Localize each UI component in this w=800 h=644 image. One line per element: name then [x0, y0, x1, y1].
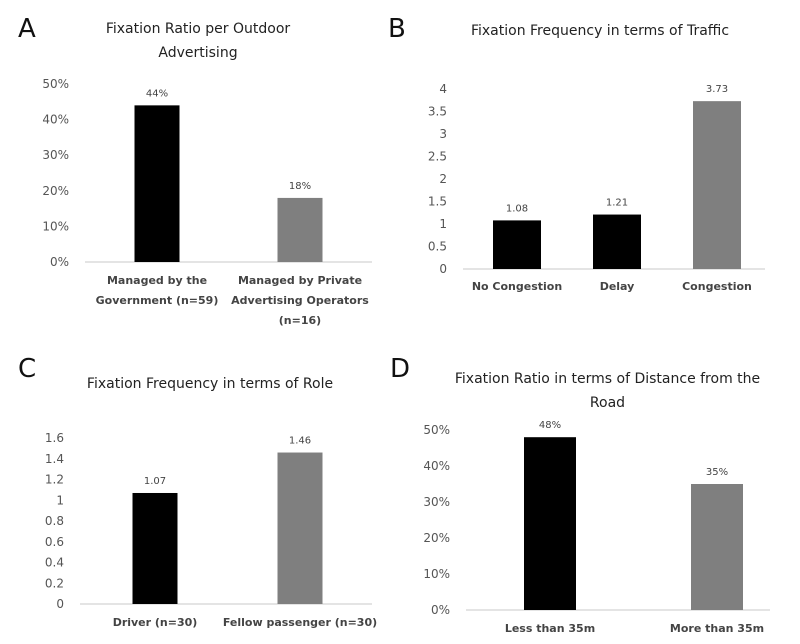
bar [693, 101, 741, 270]
panel-letter: B [388, 14, 406, 44]
y-tick-label: 0 [56, 597, 64, 611]
y-tick-label: 10% [423, 567, 450, 581]
panel-letter: A [18, 14, 36, 44]
data-label: 44% [146, 88, 168, 99]
chart-title: Fixation Frequency in terms of Traffic [470, 23, 730, 39]
y-tick-label: 30% [42, 148, 69, 162]
category-label-line: Government (n=59) [96, 294, 219, 307]
category-label: Less than 35m [505, 622, 595, 635]
category-label-line: Managed by Private [238, 274, 362, 287]
data-label: 35% [706, 467, 728, 478]
category-label-line: Delay [600, 280, 635, 293]
category-label-line: Congestion [682, 280, 752, 293]
panel-letter: D [390, 354, 411, 384]
category-label: More than 35m [670, 622, 764, 635]
category-label: Managed by Private Advertising Operators (… [231, 274, 369, 327]
data-label: 3.73 [706, 84, 728, 95]
y-tick-label: 50% [42, 77, 69, 91]
y-tick-label: 0% [431, 603, 450, 617]
y-tick-label: 0.6 [45, 535, 64, 549]
bar [593, 214, 641, 269]
y-tick-label: 0.4 [45, 556, 64, 570]
y-tick-label: 1 [439, 217, 447, 231]
category-label-line: Advertising Operators [231, 294, 369, 307]
y-tick-label: 10% [42, 219, 69, 233]
bar [277, 197, 323, 262]
y-tick-label: 0 [439, 262, 447, 276]
y-tick-label: 4 [439, 82, 447, 96]
category-label-line: Fellow passenger (n=30) [223, 616, 377, 629]
category-label: Fellow passenger (n=30) [223, 616, 377, 629]
data-label: 1.07 [144, 476, 166, 487]
y-tick-label: 20% [423, 531, 450, 545]
bar [277, 452, 323, 604]
category-label: Delay [600, 280, 635, 293]
y-tick-label: 3.5 [428, 105, 447, 119]
data-label: 1.46 [289, 436, 311, 447]
bar [132, 492, 178, 604]
y-tick-label: 50% [423, 423, 450, 437]
data-label: 18% [289, 181, 311, 192]
y-tick-label: 2.5 [428, 150, 447, 164]
category-label-line: No Congestion [472, 280, 562, 293]
category-label-line: Managed by the [107, 274, 207, 287]
y-tick-label: 1.6 [45, 431, 64, 445]
y-tick-label: 1.5 [428, 195, 447, 209]
bar [493, 220, 541, 269]
y-tick-label: 2 [439, 172, 447, 186]
y-tick-label: 20% [42, 184, 69, 198]
chart-title: Fixation Ratio per Outdoor Advertising [105, 21, 291, 61]
chart-title: Fixation Frequency in terms of Role [86, 376, 334, 392]
category-label-line: Driver (n=30) [113, 616, 198, 629]
y-tick-label: 30% [423, 495, 450, 509]
data-label: 1.08 [506, 203, 528, 214]
data-label: 48% [539, 420, 561, 431]
y-tick-label: 1 [56, 493, 64, 507]
panel-letter: C [18, 354, 37, 384]
y-tick-label: 40% [423, 459, 450, 473]
bar [134, 105, 180, 262]
y-tick-label: 40% [42, 113, 69, 127]
category-label: No Congestion [472, 280, 562, 293]
y-tick-label: 0.8 [45, 514, 64, 528]
y-tick-label: 0.5 [428, 240, 447, 254]
y-tick-label: 1.2 [45, 473, 64, 487]
category-label-line: Less than 35m [505, 622, 595, 635]
chart-title: Fixation Ratio in terms of Distance from… [454, 371, 761, 411]
y-tick-label: 3 [439, 127, 447, 141]
y-tick-label: 1.4 [45, 452, 64, 466]
category-label-line: (n=16) [279, 314, 321, 327]
category-label-line: More than 35m [670, 622, 764, 635]
category-label: Driver (n=30) [113, 616, 198, 629]
y-tick-label: 0% [50, 255, 69, 269]
category-label: Managed by the Government (n=59) [96, 274, 219, 307]
category-label: Congestion [682, 280, 752, 293]
bar [524, 437, 576, 610]
data-label: 1.21 [606, 198, 628, 209]
y-tick-label: 0.2 [45, 576, 64, 590]
bar [691, 484, 743, 610]
